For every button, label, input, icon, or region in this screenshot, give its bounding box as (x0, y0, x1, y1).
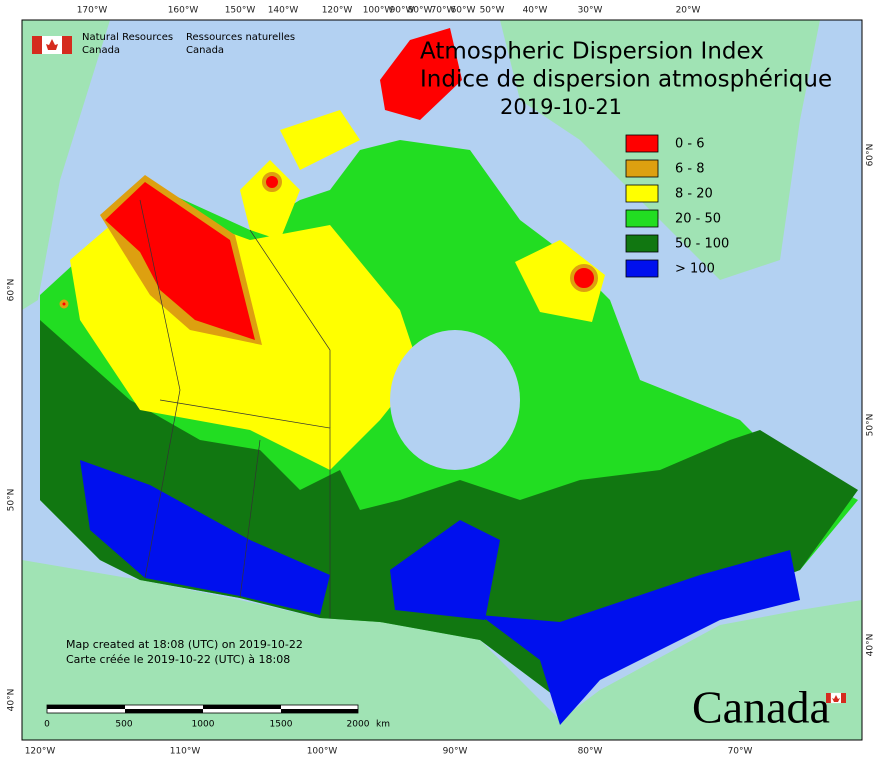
agency-fr: Canada (186, 45, 224, 56)
latitude-label: 50°N (866, 414, 876, 437)
note: Map created at 18:08 (UTC) on 2019-10-22 (66, 638, 303, 651)
legend-swatch (625, 259, 659, 278)
longitude-label: 70°W (431, 6, 456, 16)
greenland (500, 20, 820, 280)
longitude-label: 140°W (268, 6, 299, 16)
alaska (22, 20, 110, 310)
legend-swatch (625, 209, 659, 228)
legend-label: > 100 (675, 262, 715, 277)
flag-icon (32, 36, 72, 54)
latitude-label: 60°N (866, 144, 876, 167)
longitude-label: 20°W (676, 6, 701, 16)
legend-label: 50 - 100 (675, 237, 729, 252)
date: 2019-10-21 (500, 95, 622, 119)
legend-label: 20 - 50 (675, 212, 721, 227)
hudson-bay (390, 330, 520, 470)
longitude-label: 90°W (390, 6, 415, 16)
canada-zone-8-20 (240, 160, 300, 240)
canada-zone-0-6 (262, 172, 282, 192)
legend-label: 0 - 6 (675, 137, 705, 152)
longitude-label: 150°W (225, 6, 256, 16)
scale-bar (46, 704, 359, 714)
agency-fr: Ressources naturelles (186, 32, 295, 43)
usa (22, 560, 862, 740)
longitude-label: 60°W (451, 6, 476, 16)
legend-swatch (625, 234, 659, 253)
scale-label: 0 (44, 720, 50, 730)
latitude-label: 40°N (866, 634, 876, 657)
longitude-label: 70°W (728, 747, 753, 757)
note: Carte créée le 2019-10-22 (UTC) à 18:08 (66, 653, 290, 666)
longitude-label: 80°W (578, 747, 603, 757)
scale-label: 2000 (347, 720, 370, 730)
longitude-label: 90°W (443, 747, 468, 757)
agency-en: Natural Resources (82, 32, 173, 43)
legend-swatch (625, 184, 659, 203)
legend-label: 8 - 20 (675, 187, 713, 202)
longitude-label: 120°W (322, 6, 353, 16)
latitude-label: 60°N (7, 279, 17, 302)
canada-zone-over-100 (480, 550, 800, 725)
longitude-label: 30°W (578, 6, 603, 16)
scale-unit: km (376, 720, 390, 730)
legend-swatch (625, 159, 659, 178)
longitude-label: 100°W (307, 747, 338, 757)
longitude-label: 40°W (523, 6, 548, 16)
title: Indice de dispersion atmosphérique (420, 67, 832, 93)
longitude-label: 160°W (168, 6, 199, 16)
scale-label: 1500 (270, 720, 293, 730)
latitude-label: 50°N (7, 489, 17, 512)
map-frame (21, 19, 863, 741)
canada-zone-over-100 (80, 460, 330, 615)
canada-zone-8-20 (280, 110, 360, 170)
longitude-label: 80°W (408, 6, 433, 16)
canada-zone-0-6 (59, 299, 69, 309)
longitude-label: 100°W (363, 6, 394, 16)
longitude-label: 50°W (480, 6, 505, 16)
canada-zone-over-100 (390, 520, 500, 620)
border (249, 229, 331, 428)
scale-label: 1000 (192, 720, 215, 730)
canada-zone-0-6 (570, 264, 598, 292)
border (139, 199, 181, 579)
canada-zone-8-20 (515, 240, 605, 322)
canada-zone-0-6 (105, 182, 255, 340)
agency-en: Canada (82, 45, 120, 56)
legend-label: 6 - 8 (675, 162, 705, 177)
canada-wordmark (826, 692, 846, 704)
wordmark: Canada (692, 682, 830, 733)
longitude-label: 120°W (25, 747, 56, 757)
border (239, 439, 261, 599)
title: Atmospheric Dispersion Index (420, 39, 764, 65)
canada-zone-0-6 (380, 28, 462, 120)
legend-swatch (625, 134, 659, 153)
latitude-label: 40°N (7, 689, 17, 712)
longitude-label: 110°W (170, 747, 201, 757)
scale-label: 500 (115, 720, 132, 730)
longitude-label: 170°W (77, 6, 108, 16)
